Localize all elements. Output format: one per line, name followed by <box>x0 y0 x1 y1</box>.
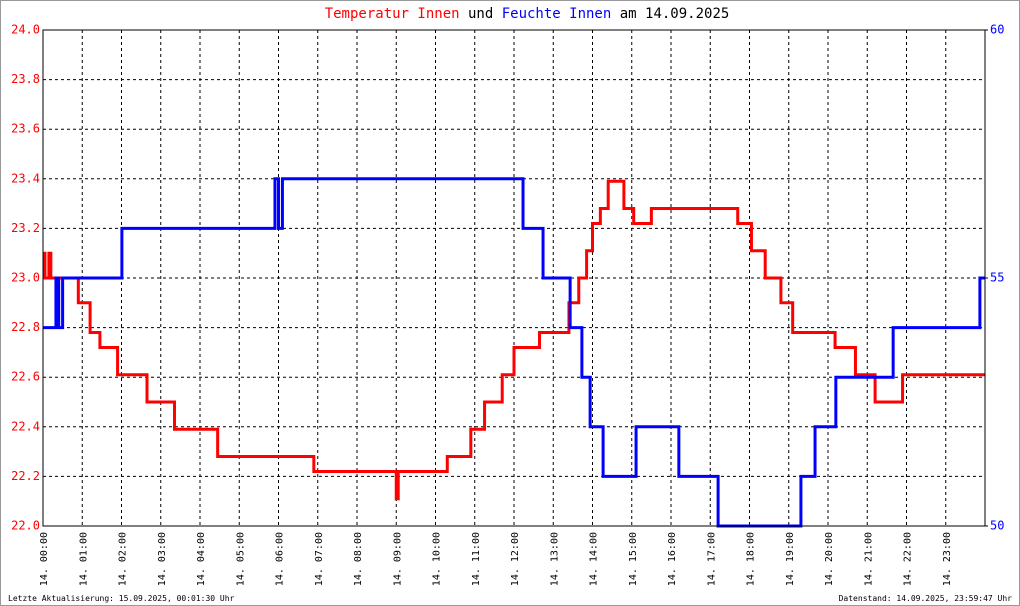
y-tick-label: 23.4 <box>11 171 40 185</box>
y-tick-label: 23.8 <box>11 72 40 86</box>
x-tick-label: 14. 10:00 <box>432 532 443 586</box>
chart-title: Temperatur Innen und Feuchte Innen am 14… <box>325 6 730 22</box>
x-tick-label: 14. 18:00 <box>746 532 757 586</box>
title-series-2: Feuchte Innen <box>502 6 612 22</box>
x-tick-label: 14. 13:00 <box>549 532 560 586</box>
x-tick-label: 14. 21:00 <box>863 532 874 586</box>
y-tick-label: 22.4 <box>11 419 40 433</box>
x-tick-label: 14. 20:00 <box>824 532 835 586</box>
x-tick-label: 14. 07:00 <box>314 532 325 586</box>
footer-left: Letzte Aktualisierung: 15.09.2025, 00:01… <box>8 594 235 603</box>
footer-right: Datenstand: 14.09.2025, 23:59:47 Uhr <box>839 594 1013 603</box>
y-tick-label: 22.2 <box>11 469 40 483</box>
x-tick-label: 14. 01:00 <box>78 532 89 586</box>
x-tick-label: 14. 00:00 <box>39 532 50 586</box>
x-tick-label: 14. 19:00 <box>785 532 796 586</box>
x-tick-label: 14. 14:00 <box>589 532 600 586</box>
title-date: am 14.09.2025 <box>620 6 730 22</box>
y-tick-label: 23.2 <box>11 221 40 235</box>
data-line <box>43 179 985 501</box>
x-tick-label: 14. 16:00 <box>667 532 678 586</box>
y-tick-label: 23.0 <box>11 271 40 285</box>
x-tick-label: 14. 11:00 <box>471 532 482 586</box>
plot <box>43 177 985 528</box>
y-tick-label: 24.0 <box>11 23 40 37</box>
data-line <box>43 177 985 528</box>
x-tick-label: 14. 09:00 <box>392 532 403 586</box>
x-tick-label: 14. 05:00 <box>235 532 246 586</box>
x-tick-label: 14. 23:00 <box>942 532 953 586</box>
x-tick-label: 14. 17:00 <box>706 532 717 586</box>
y-tick-label: 22.6 <box>11 370 40 384</box>
x-tick-label: 14. 15:00 <box>628 532 639 586</box>
x-tick-label: 14. 04:00 <box>196 532 207 586</box>
y-tick-label: 22.0 <box>11 519 40 533</box>
y2-tick-label: 50 <box>990 519 1004 533</box>
x-tick-label: 14. 22:00 <box>903 532 914 586</box>
x-tick-label: 14. 08:00 <box>353 532 364 586</box>
y-tick-label: 22.8 <box>11 320 40 334</box>
y-tick-label: 23.6 <box>11 122 40 136</box>
title-series-1: Temperatur Innen <box>325 6 460 22</box>
title-joiner: und <box>468 6 493 22</box>
x-tick-label: 14. 06:00 <box>275 532 286 586</box>
plot-border <box>42 29 986 527</box>
x-tick-label: 14. 12:00 <box>510 532 521 586</box>
x-tick-label: 14. 02:00 <box>118 532 129 586</box>
y2-tick-label: 55 <box>990 271 1004 285</box>
x-tick-label: 14. 03:00 <box>157 532 168 586</box>
y2-tick-label: 60 <box>990 23 1004 37</box>
